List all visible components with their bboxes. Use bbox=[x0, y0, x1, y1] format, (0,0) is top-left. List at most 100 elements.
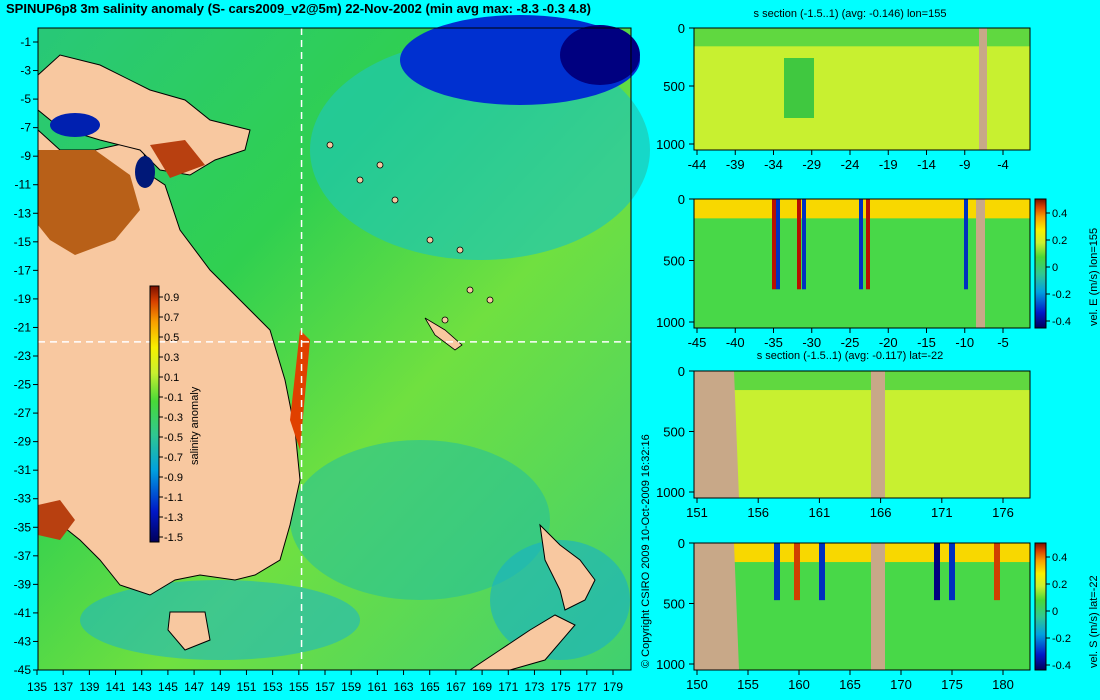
colorbar-tick-label: 0 bbox=[1052, 606, 1058, 618]
x-tick-label: 180 bbox=[992, 677, 1014, 692]
x-tick-label: 153 bbox=[263, 680, 283, 694]
seafloor bbox=[979, 28, 987, 150]
section-frame bbox=[693, 370, 1031, 499]
x-tick-label: 171 bbox=[498, 680, 518, 694]
y-tick-label: -13 bbox=[14, 206, 32, 220]
coastal-low-anomaly bbox=[135, 156, 155, 188]
x-tick-label: -44 bbox=[688, 157, 707, 172]
velocity-band bbox=[776, 199, 780, 290]
section-field bbox=[694, 543, 1030, 670]
x-tick-label: 145 bbox=[158, 680, 178, 694]
colorbar-tick-label: 0 bbox=[1052, 262, 1058, 274]
x-tick-label: -4 bbox=[997, 157, 1009, 172]
colorbar-tick-label: -1.5 bbox=[164, 532, 183, 544]
coastal-high-anomaly bbox=[290, 330, 310, 450]
colorbar-tick-label: 0.3 bbox=[164, 352, 179, 364]
x-tick-label: -45 bbox=[688, 335, 707, 350]
island bbox=[391, 196, 399, 204]
x-tick-label: 179 bbox=[603, 680, 623, 694]
x-tick-label: -30 bbox=[802, 335, 821, 350]
seafloor bbox=[871, 371, 885, 498]
x-tick-label: -40 bbox=[726, 335, 745, 350]
x-tick-label: 149 bbox=[210, 680, 230, 694]
x-tick-label: 156 bbox=[747, 505, 769, 520]
y-tick-label: -33 bbox=[14, 492, 32, 506]
colorbar-tick-label: -1.1 bbox=[164, 492, 183, 504]
y-tick-label: 500 bbox=[663, 79, 685, 94]
x-tick-label: 169 bbox=[472, 680, 492, 694]
x-tick-label: -24 bbox=[841, 157, 860, 172]
velocity-band bbox=[772, 199, 776, 290]
section-anomaly bbox=[784, 58, 814, 118]
colorbar bbox=[149, 285, 160, 543]
colorbar-tick-label: -0.9 bbox=[164, 472, 183, 484]
y-tick-label: -27 bbox=[14, 406, 32, 420]
x-tick-label: -39 bbox=[726, 157, 745, 172]
velocity-band bbox=[994, 543, 1000, 601]
y-tick-label: -15 bbox=[14, 235, 32, 249]
coastal-low-anomaly bbox=[50, 113, 100, 137]
x-tick-label: -10 bbox=[955, 335, 974, 350]
section-frame bbox=[693, 542, 1031, 671]
map-panel: -1 -3 -5 -7 -9 -11 -13 -15 -17 -19 -21 -23 -25 -27 -29… bbox=[14, 15, 650, 694]
x-tick-label: 173 bbox=[524, 680, 544, 694]
x-tick-label: 163 bbox=[394, 680, 414, 694]
anomaly-patch bbox=[80, 580, 360, 660]
velocity-band bbox=[866, 199, 870, 290]
x-tick-label: 157 bbox=[315, 680, 335, 694]
x-tick-label: -20 bbox=[879, 335, 898, 350]
x-tick-label: 171 bbox=[931, 505, 953, 520]
island bbox=[441, 316, 449, 324]
section-title: s section (-1.5..1) (avg: -0.146) lon=15… bbox=[754, 8, 947, 20]
x-tick-label: 135 bbox=[27, 680, 47, 694]
section-frame bbox=[693, 27, 1031, 151]
x-tick-label: 155 bbox=[737, 677, 759, 692]
section-panel-3: s section (-1.5..1) (avg: -0.117) lat=-2… bbox=[656, 350, 1031, 520]
x-tick-label: -25 bbox=[841, 335, 860, 350]
x-tick-label: 175 bbox=[551, 680, 571, 694]
colorbar-tick-label: -0.5 bbox=[164, 432, 183, 444]
colorbar-tick-label: -0.1 bbox=[164, 392, 183, 404]
copyright-text: © Copyright CSIRO 2009 10-Oct-2009 16:32… bbox=[640, 434, 652, 668]
colorbar-tick-label: 0.5 bbox=[164, 332, 179, 344]
surface-layer bbox=[694, 543, 1030, 563]
y-tick-label: -21 bbox=[14, 320, 32, 334]
y-tick-label: -25 bbox=[14, 378, 32, 392]
colorbar-tick-label: -1.3 bbox=[164, 512, 183, 524]
fresh-anomaly-core bbox=[560, 25, 640, 85]
anomaly-patch bbox=[290, 440, 550, 600]
x-tick-label: 160 bbox=[788, 677, 810, 692]
surface-layer bbox=[694, 28, 1030, 47]
x-tick-label: 159 bbox=[341, 680, 361, 694]
colorbar-label: vel. S (m/s) lat=-22 bbox=[1088, 575, 1100, 668]
x-tick-label: 143 bbox=[132, 680, 152, 694]
x-tick-label: -19 bbox=[879, 157, 898, 172]
x-tick-label: -14 bbox=[917, 157, 936, 172]
x-tick-label: 176 bbox=[992, 505, 1014, 520]
y-tick-label: 500 bbox=[663, 254, 685, 269]
y-tick-label: -23 bbox=[14, 349, 32, 363]
x-tick-label: 147 bbox=[184, 680, 204, 694]
velocity-band bbox=[964, 199, 968, 290]
island bbox=[426, 236, 434, 244]
y-tick-label: 1000 bbox=[656, 657, 685, 672]
x-tick-label: 177 bbox=[577, 680, 597, 694]
x-tick-label: 139 bbox=[79, 680, 99, 694]
island bbox=[356, 176, 364, 184]
y-tick-label: 0 bbox=[678, 192, 685, 207]
colorbar-tick-label: -0.7 bbox=[164, 452, 183, 464]
colorbar bbox=[1034, 542, 1047, 671]
y-tick-label: -39 bbox=[14, 577, 32, 591]
y-tick-label: -19 bbox=[14, 292, 32, 306]
section-title: s section (-1.5..1) (avg: -0.117) lat=-2… bbox=[757, 350, 944, 362]
seafloor-slope bbox=[694, 371, 739, 498]
colorbar-tick-label: -0.2 bbox=[1052, 289, 1071, 301]
section-panel-1: s section (-1.5..1) (avg: -0.146) lon=15… bbox=[656, 8, 1031, 172]
chart-title: SPINUP6p8 3m salinity anomaly (S- cars20… bbox=[6, 1, 591, 16]
velocity-band bbox=[797, 199, 801, 290]
seafloor bbox=[976, 199, 985, 328]
map-frame bbox=[37, 27, 632, 671]
y-tick-label: 1000 bbox=[656, 137, 685, 152]
